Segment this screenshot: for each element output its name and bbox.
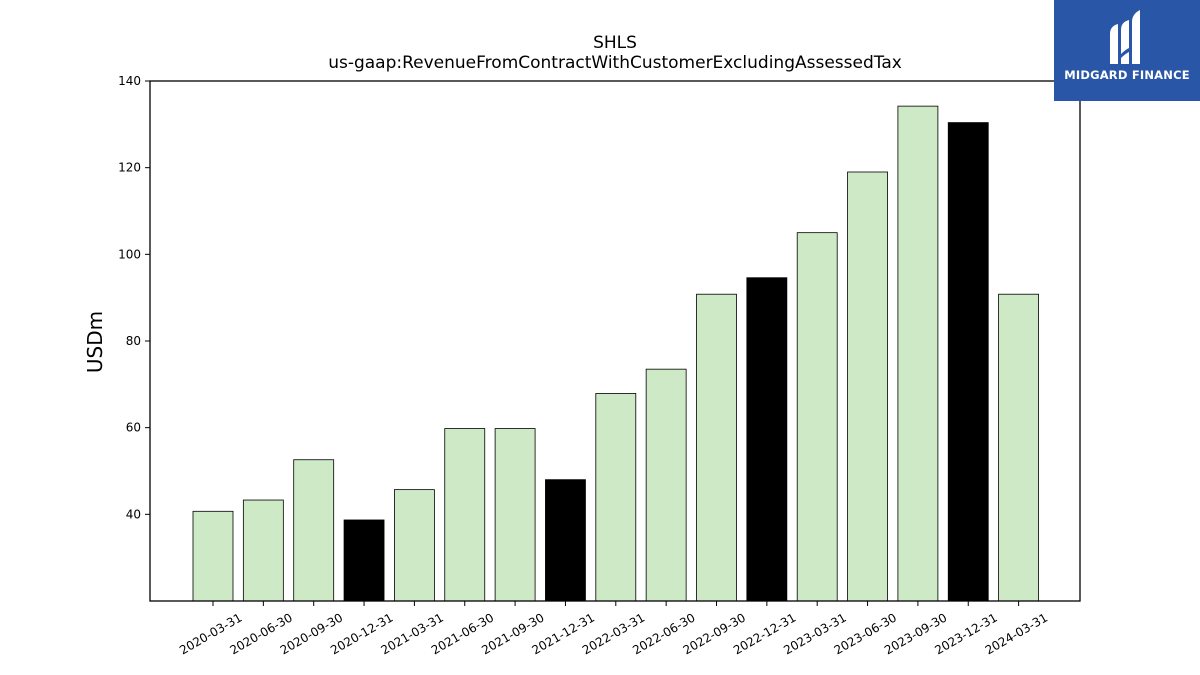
y-ticks-group: 40 60 80 100 120 140 xyxy=(118,74,150,521)
bar-2022-03-31 xyxy=(595,393,637,602)
y-tick-label-120: 120 xyxy=(118,161,141,175)
bar-2020-06-30 xyxy=(242,499,284,602)
bar-2021-09-30 xyxy=(494,428,536,602)
bar-2020-12-31 xyxy=(343,519,385,602)
y-tick-label-60: 60 xyxy=(126,421,141,435)
bar-2023-09-30 xyxy=(897,105,939,602)
bars-group xyxy=(192,105,1039,602)
bar-2023-06-30 xyxy=(847,171,888,602)
bar-2022-12-31 xyxy=(746,277,788,602)
chart-subtitle: us-gaap:RevenueFromContractWithCustomerE… xyxy=(328,53,902,73)
bar-2024-03-31 xyxy=(998,293,1039,602)
chart-title: SHLS xyxy=(593,33,637,53)
y-tick-label-80: 80 xyxy=(126,334,141,348)
y-tick-label-40: 40 xyxy=(126,507,141,521)
bar-2021-03-31 xyxy=(393,489,435,602)
y-axis-label: USDm xyxy=(83,311,107,373)
y-tick-label-140: 140 xyxy=(118,74,141,88)
y-tick-label-100: 100 xyxy=(118,247,141,261)
bar-2022-06-30 xyxy=(645,368,687,602)
bar-2022-09-30 xyxy=(696,293,737,602)
brand-logo: MIDGARD FINANCE xyxy=(1054,0,1200,101)
x-ticks-group: 2020-03-312020-06-302020-09-302020-12-31… xyxy=(177,601,1050,657)
bar-2021-12-31 xyxy=(545,479,586,602)
bar-2021-06-30 xyxy=(444,428,486,602)
plot-frame xyxy=(149,80,1081,602)
bar-2023-12-31 xyxy=(947,122,989,602)
bar-2020-03-31 xyxy=(192,510,234,602)
bar-2020-09-30 xyxy=(293,459,335,602)
bar-2023-03-31 xyxy=(796,232,838,602)
midgard-logo-icon xyxy=(1110,10,1140,64)
logo-text: MIDGARD FINANCE xyxy=(1064,68,1190,82)
